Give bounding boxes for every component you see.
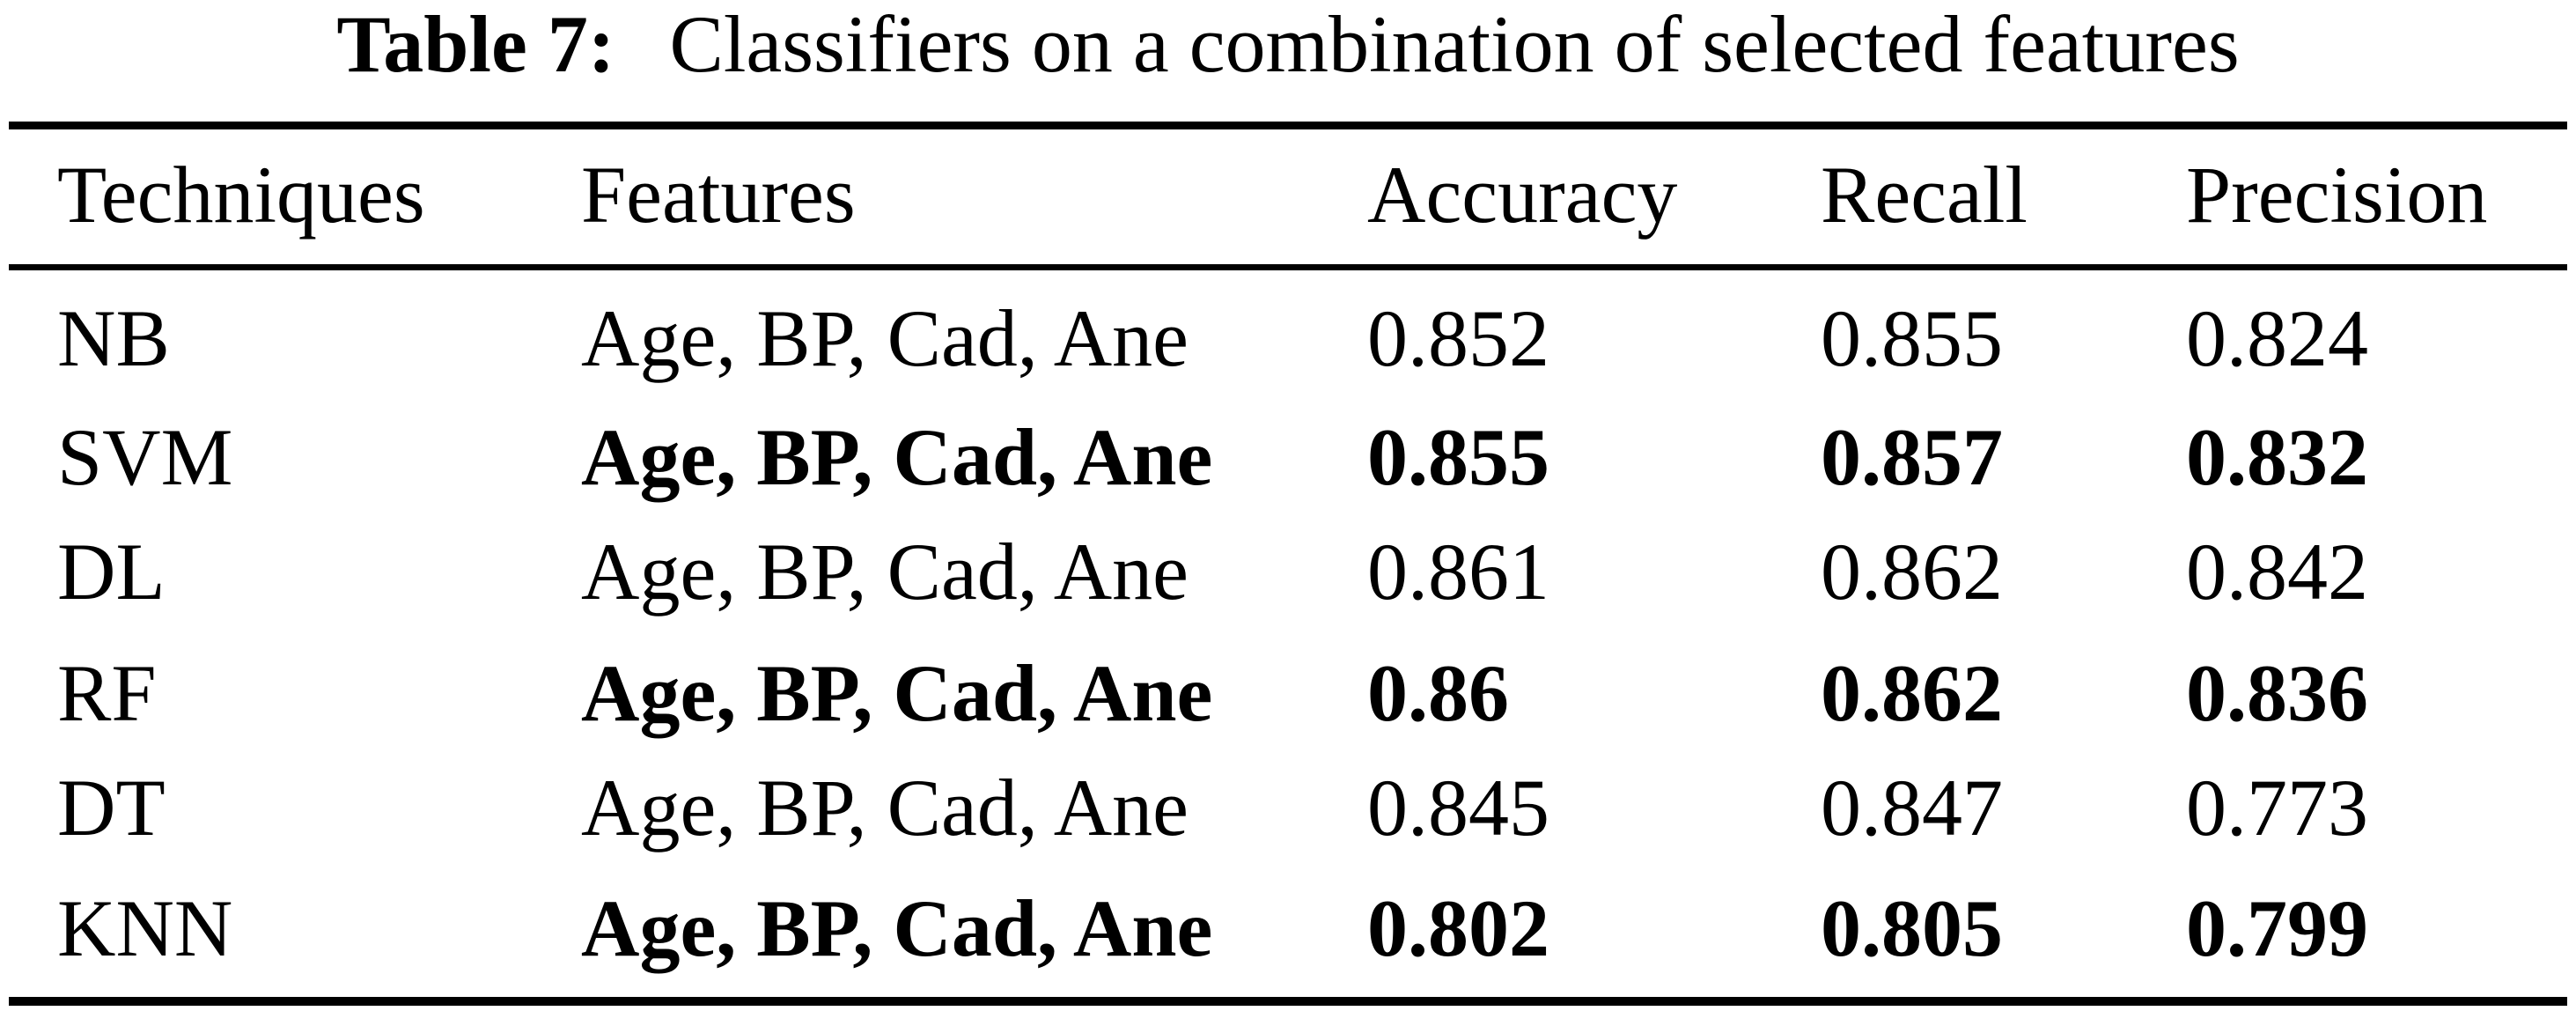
cell-features: Age, BP, Cad, Ane	[581, 293, 1189, 383]
table-header-rule	[9, 264, 2567, 270]
cell-features: Age, BP, Cad, Ane	[581, 648, 1213, 738]
cell-precision: 0.842	[2186, 527, 2368, 616]
cell-precision: 0.832	[2186, 412, 2368, 502]
table-caption: Table 7: Classifiers on a combination of …	[0, 2, 2576, 86]
cell-recall: 0.857	[1821, 412, 2003, 502]
cell-technique: NB	[57, 293, 170, 383]
cell-accuracy: 0.852	[1367, 293, 1549, 383]
cell-precision: 0.773	[2186, 763, 2368, 852]
table-caption-label: Table 7:	[336, 0, 615, 89]
cell-technique: SVM	[57, 412, 233, 502]
cell-accuracy: 0.86	[1367, 648, 1509, 738]
cell-accuracy: 0.855	[1367, 412, 1549, 502]
cell-technique: KNN	[57, 883, 233, 973]
table-row: RF Age, BP, Cad, Ane 0.86 0.862 0.836	[0, 653, 2576, 734]
cell-technique: DL	[57, 527, 166, 616]
cell-recall: 0.862	[1821, 527, 2003, 616]
table-top-rule	[9, 122, 2567, 129]
column-header-accuracy: Accuracy	[1367, 150, 1678, 240]
cell-recall: 0.862	[1821, 648, 2003, 738]
column-header-techniques: Techniques	[57, 150, 425, 240]
cell-precision: 0.799	[2186, 883, 2368, 973]
cell-recall: 0.855	[1821, 293, 2003, 383]
cell-precision: 0.836	[2186, 648, 2368, 738]
table-row: DT Age, BP, Cad, Ane 0.845 0.847 0.773	[0, 767, 2576, 848]
table-bottom-rule	[9, 997, 2567, 1006]
cell-features: Age, BP, Cad, Ane	[581, 527, 1189, 616]
table-row: KNN Age, BP, Cad, Ane 0.802 0.805 0.799	[0, 888, 2576, 969]
cell-recall: 0.805	[1821, 883, 2003, 973]
cell-recall: 0.847	[1821, 763, 2003, 852]
table-row: DL Age, BP, Cad, Ane 0.861 0.862 0.842	[0, 531, 2576, 612]
cell-technique: RF	[57, 648, 157, 738]
column-header-precision: Precision	[2186, 150, 2488, 240]
table-caption-text: Classifiers on a combination of selected…	[669, 0, 2240, 89]
column-header-features: Features	[581, 150, 856, 240]
cell-features: Age, BP, Cad, Ane	[581, 412, 1213, 502]
cell-features: Age, BP, Cad, Ane	[581, 763, 1189, 852]
cell-technique: DT	[57, 763, 166, 852]
cell-precision: 0.824	[2186, 293, 2368, 383]
cell-accuracy: 0.845	[1367, 763, 1549, 852]
column-header-recall: Recall	[1821, 150, 2028, 240]
table-header-row: Techniques Features Accuracy Recall Prec…	[0, 154, 2576, 235]
table-row: SVM Age, BP, Cad, Ane 0.855 0.857 0.832	[0, 417, 2576, 498]
cell-accuracy: 0.861	[1367, 527, 1549, 616]
cell-features: Age, BP, Cad, Ane	[581, 883, 1213, 973]
table-row: NB Age, BP, Cad, Ane 0.852 0.855 0.824	[0, 298, 2576, 379]
cell-accuracy: 0.802	[1367, 883, 1549, 973]
